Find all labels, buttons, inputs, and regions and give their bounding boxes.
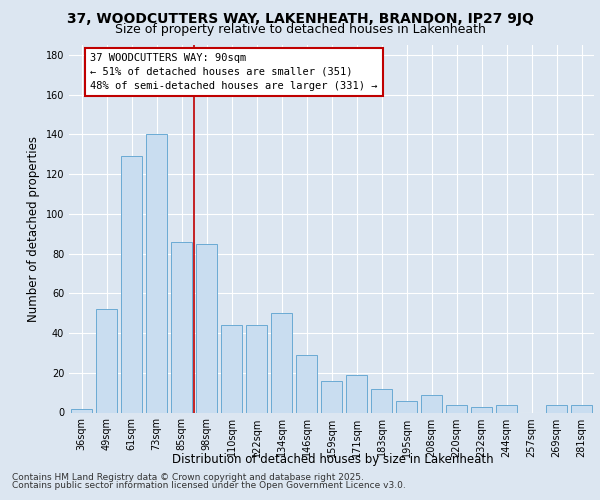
Text: 37 WOODCUTTERS WAY: 90sqm
← 51% of detached houses are smaller (351)
48% of semi: 37 WOODCUTTERS WAY: 90sqm ← 51% of detac… [90, 53, 378, 91]
Text: Contains HM Land Registry data © Crown copyright and database right 2025.: Contains HM Land Registry data © Crown c… [12, 472, 364, 482]
Bar [221, 325, 242, 412]
Bar [446, 404, 467, 412]
Bar [121, 156, 142, 412]
Bar [371, 388, 392, 412]
Bar [146, 134, 167, 412]
Bar [171, 242, 192, 412]
Text: Size of property relative to detached houses in Lakenheath: Size of property relative to detached ho… [115, 22, 485, 36]
Bar [421, 394, 442, 412]
Bar [196, 244, 217, 412]
Bar [346, 375, 367, 412]
Y-axis label: Number of detached properties: Number of detached properties [27, 136, 40, 322]
Bar [321, 380, 342, 412]
Bar [246, 325, 267, 412]
Bar [96, 309, 117, 412]
Text: 37, WOODCUTTERS WAY, LAKENHEATH, BRANDON, IP27 9JQ: 37, WOODCUTTERS WAY, LAKENHEATH, BRANDON… [67, 12, 533, 26]
Bar [396, 400, 417, 412]
Bar [571, 404, 592, 412]
Bar [496, 404, 517, 412]
Bar [471, 406, 492, 412]
Bar [546, 404, 567, 412]
Text: Contains public sector information licensed under the Open Government Licence v3: Contains public sector information licen… [12, 482, 406, 490]
Bar [71, 408, 92, 412]
Text: Distribution of detached houses by size in Lakenheath: Distribution of detached houses by size … [172, 452, 494, 466]
Bar [296, 355, 317, 412]
Bar [271, 313, 292, 412]
